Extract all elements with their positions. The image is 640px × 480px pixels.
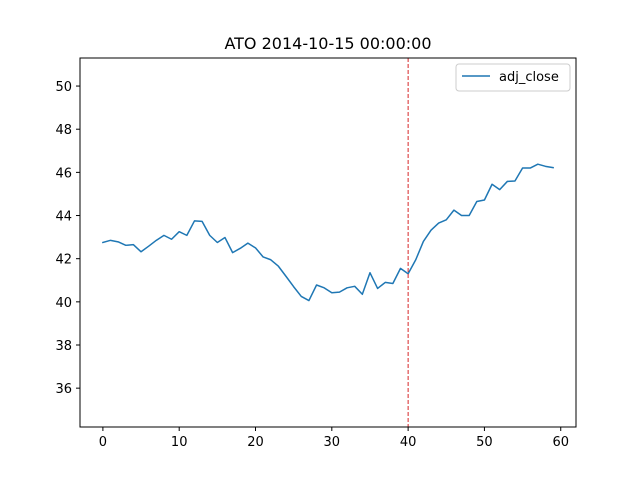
y-tick-label: 46 [55,166,72,181]
series-line-adj-close [101,163,554,302]
y-axis: 36 38 40 42 44 46 48 50 [55,80,80,397]
y-tick-label: 50 [55,80,72,95]
y-tick-label: 42 [55,253,72,268]
y-tick-label: 48 [55,123,72,138]
y-tick-label: 36 [55,382,72,397]
legend-label-adj-close: adj_close [499,70,559,85]
axes-frame [79,57,577,428]
x-tick-label: 40 [400,435,417,450]
x-tick-label: 60 [552,435,569,450]
chart-title: ATO 2014-10-15 00:00:00 [224,34,431,53]
x-tick-label: 50 [476,435,493,450]
legend-box [455,63,571,92]
x-tick-label: 30 [324,435,341,450]
plot-area [101,58,554,427]
x-tick-label: 0 [99,435,107,450]
x-axis: 0 10 20 30 40 50 60 [99,427,569,450]
x-tick-label: 10 [171,435,188,450]
y-tick-label: 38 [55,339,72,354]
x-tick-label: 20 [247,435,264,450]
legend: adj_close [455,63,571,92]
y-tick-label: 40 [55,296,72,311]
y-tick-label: 44 [55,210,72,225]
